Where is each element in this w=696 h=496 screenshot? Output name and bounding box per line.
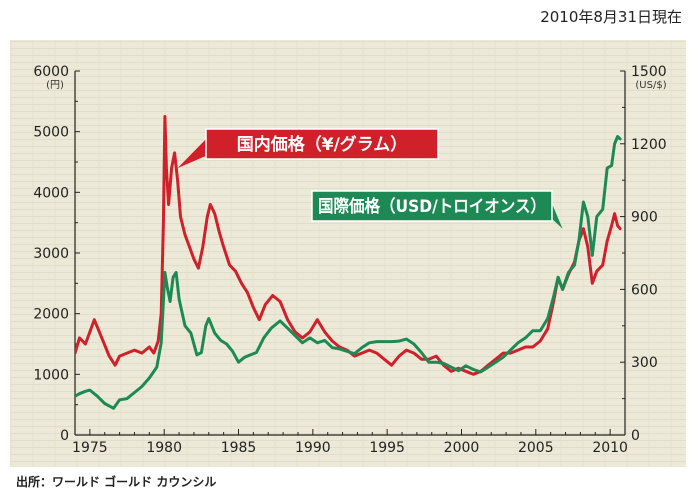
callout-pointer bbox=[177, 137, 208, 169]
series-layer bbox=[75, 115, 622, 410]
right-tick-label: 600 bbox=[631, 282, 658, 298]
domestic-price-callout: 国内価格（¥/グラム） bbox=[177, 128, 439, 169]
left-tick-label: 1000 bbox=[33, 367, 69, 383]
left-tick-label: 5000 bbox=[33, 125, 69, 141]
right-tick-label: 1200 bbox=[631, 137, 667, 153]
annotations: 国内価格（¥/グラム） 国際価格（USD/トロイオンス） bbox=[177, 128, 563, 229]
left-tick-label: 4000 bbox=[33, 185, 69, 201]
left-tick-label: 3000 bbox=[33, 246, 69, 262]
right-tick-label: 900 bbox=[631, 210, 658, 226]
right-tick-label: 0 bbox=[631, 428, 640, 444]
callout-box bbox=[205, 128, 439, 160]
left-tick-label: 0 bbox=[60, 428, 69, 444]
callout-pointer bbox=[550, 199, 563, 229]
x-tick-label: 1985 bbox=[221, 440, 257, 456]
right-axis-unit: (US/$) bbox=[635, 80, 666, 91]
x-tick-label: 1995 bbox=[369, 440, 405, 456]
callout-text: 国際価格（USD/トロイオンス） bbox=[318, 196, 546, 217]
callout-text: 国内価格（¥/グラム） bbox=[237, 134, 408, 155]
source-note: 出所：ワールド ゴールド カウンシル bbox=[16, 475, 217, 489]
x-tick-label: 1990 bbox=[295, 440, 331, 456]
domestic-price-line bbox=[75, 115, 622, 376]
left-tick-label: 6000 bbox=[33, 64, 69, 80]
international-price-callout: 国際価格（USD/トロイオンス） bbox=[311, 190, 563, 229]
x-tick-label: 2010 bbox=[592, 440, 628, 456]
x-tick-label: 2000 bbox=[444, 440, 480, 456]
international-price-line bbox=[75, 135, 622, 410]
date-note: 2010年8月31日現在 bbox=[540, 8, 682, 26]
x-tick-label: 1975 bbox=[72, 440, 108, 456]
x-tick-label: 2005 bbox=[518, 440, 554, 456]
x-tick-label: 1980 bbox=[146, 440, 182, 456]
left-tick-label: 2000 bbox=[33, 307, 69, 323]
axes: 0 1000 2000 3000 4000 5000 6000(円) 0 300 600 900 12… bbox=[33, 64, 666, 456]
chart-background bbox=[10, 40, 686, 467]
right-tick-label: 300 bbox=[631, 355, 658, 371]
callout-box bbox=[311, 190, 553, 222]
right-tick-label: 1500 bbox=[631, 64, 667, 80]
left-axis-unit: (円) bbox=[46, 80, 64, 91]
